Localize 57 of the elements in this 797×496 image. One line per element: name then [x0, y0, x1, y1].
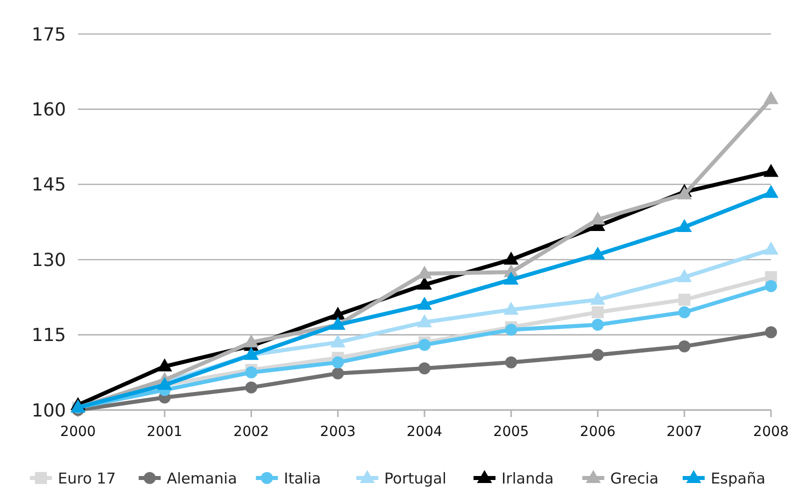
point	[504, 302, 519, 315]
point	[332, 356, 344, 368]
y-tick-label: 100	[32, 400, 66, 422]
point	[418, 338, 430, 351]
point	[764, 242, 778, 255]
point	[592, 348, 604, 361]
point	[418, 362, 430, 374]
y-tick-label: 145	[32, 174, 66, 196]
point	[505, 356, 518, 368]
point	[765, 280, 777, 292]
point	[676, 219, 692, 232]
point	[244, 334, 259, 348]
y-tick-label: 175	[32, 24, 66, 46]
point	[676, 269, 692, 282]
point	[678, 340, 690, 352]
point	[417, 276, 432, 290]
x-tick-label: 2001	[146, 424, 182, 440]
point	[157, 358, 172, 372]
point	[504, 272, 519, 285]
point	[678, 294, 690, 306]
legend-label: Euro 17	[58, 469, 116, 488]
legend-label: Grecia	[610, 469, 659, 488]
point	[764, 164, 778, 177]
point	[332, 367, 344, 380]
point	[592, 306, 604, 318]
y-tick-label: 130	[32, 250, 66, 271]
point	[764, 91, 778, 104]
y-tick-label: 160	[32, 100, 66, 120]
point	[590, 292, 606, 305]
x-tick-label: 2004	[406, 424, 442, 440]
point	[764, 184, 778, 198]
point	[505, 324, 518, 336]
x-tick-label: 2002	[233, 424, 270, 440]
legend-label: Italia	[284, 469, 321, 488]
x-tick-label: 2003	[320, 424, 356, 440]
point	[417, 314, 432, 328]
point	[330, 334, 346, 348]
legend-label: Irlanda	[502, 469, 554, 488]
x-tick-label: 2008	[753, 424, 789, 440]
point	[417, 296, 432, 310]
x-tick-label: 2007	[666, 424, 702, 440]
point	[245, 381, 258, 394]
point	[765, 326, 777, 338]
y-tick-label: 115	[32, 325, 66, 346]
x-tick-label: 2006	[580, 424, 616, 440]
point	[590, 246, 606, 260]
point	[592, 318, 604, 331]
x-tick-label: 2005	[493, 424, 529, 440]
x-tick-label: 2000	[60, 424, 96, 440]
point	[678, 306, 690, 318]
point	[676, 186, 692, 200]
point	[245, 366, 258, 378]
legend-label: Portugal	[384, 469, 446, 488]
legend-label: España	[710, 469, 766, 488]
point	[504, 252, 519, 265]
point	[330, 306, 346, 320]
legend-label: Alemania	[166, 469, 238, 488]
